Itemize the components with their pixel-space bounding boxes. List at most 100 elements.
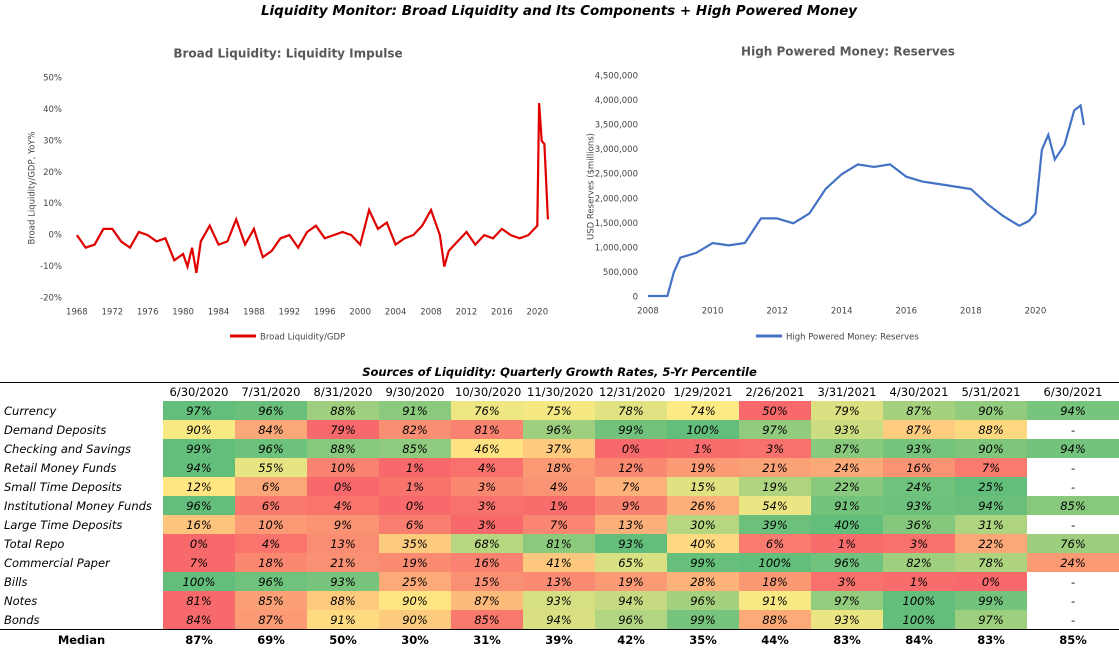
legend-label: Broad Liquidity/GDP (260, 333, 345, 343)
table-cell: 93% (883, 439, 955, 458)
table-cell: 96% (163, 496, 235, 515)
table-cell: 74% (667, 401, 739, 420)
table-cell: 19% (379, 553, 451, 572)
table-cell: 13% (595, 515, 667, 534)
table-cell: 85% (379, 439, 451, 458)
table-cell: 97% (811, 591, 883, 610)
y-tick-label: 4,500,000 (595, 72, 638, 82)
table-cell: 79% (307, 420, 379, 439)
table-cell: 93% (811, 420, 883, 439)
table-cell: 6% (235, 477, 307, 496)
table-cell: 7% (163, 553, 235, 572)
table-cell: 7% (955, 458, 1027, 477)
x-tick-label: 1976 (137, 308, 159, 318)
table-cell: 68% (451, 534, 523, 553)
table-cell: 90% (955, 439, 1027, 458)
header-blank (0, 383, 163, 402)
column-header: 11/30/2020 (523, 383, 595, 402)
table-cell: 87% (235, 610, 307, 630)
table-cell: 3% (739, 439, 811, 458)
row-label: Large Time Deposits (0, 515, 163, 534)
table-cell: 99% (163, 439, 235, 458)
y-tick-label: 500,000 (603, 268, 638, 278)
table-cell: 65% (595, 553, 667, 572)
median-cell: 44% (739, 630, 811, 649)
x-tick-label: 1992 (279, 308, 301, 318)
row-label: Total Repo (0, 534, 163, 553)
y-tick-label: -20% (40, 294, 62, 304)
table-cell: 40% (811, 515, 883, 534)
table-cell: 87% (883, 420, 955, 439)
column-header: 6/30/2020 (163, 383, 235, 402)
table-cell: 94% (1027, 401, 1119, 420)
table-cell: 18% (235, 553, 307, 572)
table-cell: 76% (451, 401, 523, 420)
table-cell: 50% (739, 401, 811, 420)
y-tick-label: 40% (43, 105, 62, 115)
row-label: Notes (0, 591, 163, 610)
table-cell: 25% (955, 477, 1027, 496)
table-cell: 26% (667, 496, 739, 515)
table-cell: 99% (955, 591, 1027, 610)
table-cell: 85% (1027, 496, 1119, 515)
table-cell: - (1027, 591, 1119, 610)
y-tick-label: 0 (633, 293, 638, 303)
table-cell: 3% (883, 534, 955, 553)
table-cell: 94% (955, 496, 1027, 515)
table-cell: 12% (595, 458, 667, 477)
x-tick-label: 2008 (637, 307, 659, 317)
median-cell: 30% (379, 630, 451, 649)
chart-title: Broad Liquidity: Liquidity Impulse (173, 47, 402, 61)
table-cell: 97% (955, 610, 1027, 630)
table-cell: 100% (883, 610, 955, 630)
table-cell: 90% (163, 420, 235, 439)
table-cell: 15% (451, 572, 523, 591)
table-cell: 7% (595, 477, 667, 496)
y-tick-label: 2,500,000 (595, 170, 638, 180)
x-tick-label: 1996 (314, 308, 336, 318)
table-cell: 1% (523, 496, 595, 515)
table-cell: 0% (379, 496, 451, 515)
median-cell: 35% (667, 630, 739, 649)
column-header: 3/31/2021 (811, 383, 883, 402)
table-cell: - (1027, 610, 1119, 630)
median-cell: 85% (1027, 630, 1119, 649)
table-cell: 16% (883, 458, 955, 477)
table-cell: 0% (307, 477, 379, 496)
table-cell: 22% (955, 534, 1027, 553)
table-cell: 1% (811, 534, 883, 553)
x-tick-label: 1988 (243, 308, 265, 318)
table-cell: 4% (235, 534, 307, 553)
table-cell: 76% (1027, 534, 1119, 553)
table-cell: 21% (307, 553, 379, 572)
table-cell: 15% (667, 477, 739, 496)
table-cell: 91% (811, 496, 883, 515)
table-cell: 6% (379, 515, 451, 534)
table-cell: 3% (451, 496, 523, 515)
data-line (648, 106, 1084, 297)
median-cell: 83% (955, 630, 1027, 649)
table-cell: 91% (379, 401, 451, 420)
table-cell: 96% (235, 439, 307, 458)
table-cell: 28% (667, 572, 739, 591)
table-cell: 96% (667, 591, 739, 610)
table-cell: 13% (523, 572, 595, 591)
table-cell: 31% (955, 515, 1027, 534)
column-header: 6/30/2021 (1027, 383, 1119, 402)
table-cell: - (1027, 515, 1119, 534)
table-cell: 10% (307, 458, 379, 477)
table: Sources of Liquidity: Quarterly Growth R… (0, 362, 1119, 649)
x-tick-label: 1972 (101, 308, 123, 318)
median-label: Median (0, 630, 163, 649)
table-cell: 55% (235, 458, 307, 477)
column-header: 4/30/2021 (883, 383, 955, 402)
x-tick-label: 2020 (1025, 307, 1047, 317)
table-cell: 24% (1027, 553, 1119, 572)
table-cell: 78% (955, 553, 1027, 572)
table-cell: 94% (523, 610, 595, 630)
